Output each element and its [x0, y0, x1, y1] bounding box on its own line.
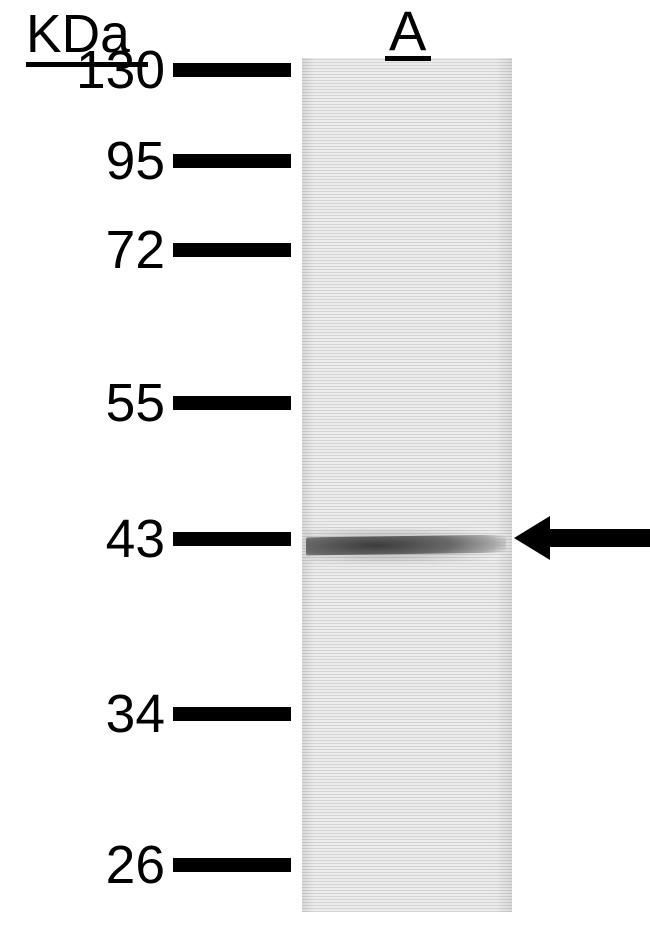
- mw-label: 130: [76, 40, 165, 101]
- mw-label: 72: [106, 220, 165, 281]
- lane-header: A: [389, 0, 426, 63]
- arrow-head-icon: [514, 516, 550, 560]
- mw-label: 26: [106, 835, 165, 896]
- blot-container: KDaA130957255433426: [0, 0, 650, 928]
- ladder-tick: [173, 243, 291, 257]
- ladder-tick: [173, 154, 291, 168]
- ladder-tick: [173, 396, 291, 410]
- gel-lane: [302, 58, 512, 912]
- band-arrow: [514, 516, 650, 560]
- mw-label: 95: [106, 131, 165, 192]
- arrow-shaft: [550, 529, 650, 547]
- mw-label: 55: [106, 373, 165, 434]
- ladder-tick: [173, 63, 291, 77]
- ladder-tick: [173, 707, 291, 721]
- ladder-tick: [173, 858, 291, 872]
- mw-label: 43: [106, 509, 165, 570]
- ladder-tick: [173, 532, 291, 546]
- mw-label: 34: [106, 684, 165, 745]
- lane-header-underline: [385, 56, 431, 61]
- protein-band: [306, 535, 506, 556]
